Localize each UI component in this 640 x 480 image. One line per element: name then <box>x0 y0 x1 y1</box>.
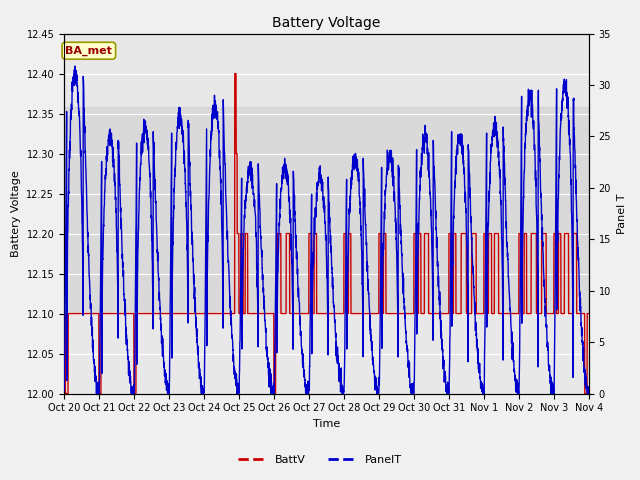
Text: BA_met: BA_met <box>65 46 112 56</box>
Y-axis label: Battery Voltage: Battery Voltage <box>11 170 21 257</box>
Y-axis label: Panel T: Panel T <box>616 193 627 234</box>
Legend: BattV, PanelT: BattV, PanelT <box>234 451 406 469</box>
Bar <box>64 107 589 313</box>
Title: Battery Voltage: Battery Voltage <box>272 16 381 30</box>
X-axis label: Time: Time <box>313 419 340 429</box>
